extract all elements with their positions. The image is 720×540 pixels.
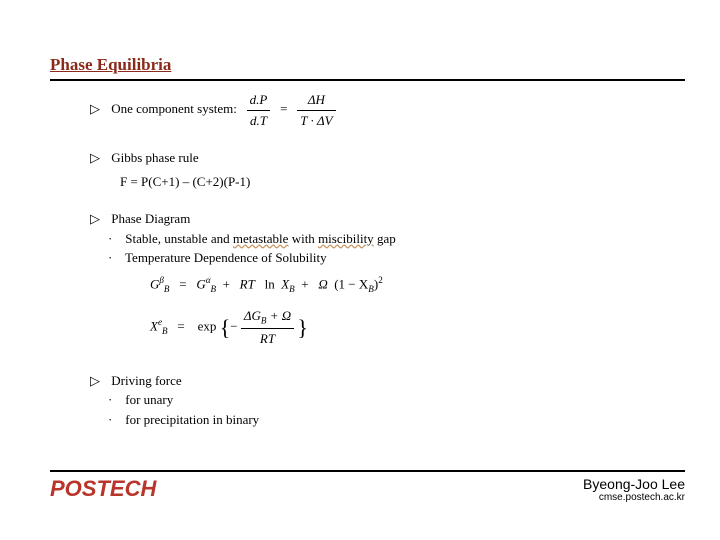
sup: 2 xyxy=(378,275,383,285)
sym: G xyxy=(196,276,205,291)
author-name: Byeong-Joo Lee xyxy=(583,476,685,492)
page-title: Phase Equilibria xyxy=(50,55,171,74)
sym: X xyxy=(150,318,158,333)
content-area: ▷ One component system: d.P d.T = ΔH T ·… xyxy=(90,90,660,447)
fraction-dp-dt: d.P d.T xyxy=(247,90,271,130)
sym: RT xyxy=(240,276,255,291)
footer-rule xyxy=(50,470,685,472)
text: Temperature Dependence of Solubility xyxy=(125,250,327,265)
author-url: cmse.postech.ac.kr xyxy=(583,492,685,503)
postech-logo: POSTECH xyxy=(50,476,156,502)
text-wavy: metastable xyxy=(233,231,289,246)
frac-den: T · ΔV xyxy=(297,111,335,131)
dot-bullet-icon: · xyxy=(108,390,122,410)
dot-bullet-icon: · xyxy=(108,248,122,268)
one-comp-label: One component system: xyxy=(111,101,237,116)
sym: exp xyxy=(198,318,217,333)
sub: B xyxy=(164,283,170,293)
item-gibbs: ▷ Gibbs phase rule F = P(C+1) – (C+2)(P-… xyxy=(90,148,660,191)
text-wavy: miscibility xyxy=(318,231,374,246)
sub: B xyxy=(162,326,168,336)
item-phase-diagram: ▷ Phase Diagram · Stable, unstable and m… xyxy=(90,209,660,349)
sym: X xyxy=(281,276,289,291)
gibbs-formula: F = P(C+1) – (C+2)(P-1) xyxy=(120,172,660,192)
dot-bullet-icon: · xyxy=(108,229,122,249)
frac-den: d.T xyxy=(247,111,271,131)
sub-temp-dep: · Temperature Dependence of Solubility xyxy=(108,248,660,268)
triangle-bullet-icon: ▷ xyxy=(90,209,108,229)
triangle-bullet-icon: ▷ xyxy=(90,371,108,391)
equation-xe: XeB = exp {− ΔGB + Ω RT } xyxy=(150,306,660,349)
sub: B xyxy=(289,283,295,293)
triangle-bullet-icon: ▷ xyxy=(90,99,108,119)
sym: RT xyxy=(260,331,275,346)
text: gap xyxy=(374,231,396,246)
text: with xyxy=(288,231,318,246)
equals: = xyxy=(280,101,287,116)
text: for unary xyxy=(125,392,173,407)
sub-binary: · for precipitation in binary xyxy=(108,410,660,430)
frac-num: d.P xyxy=(247,90,271,111)
text: Stable, unstable and xyxy=(125,231,233,246)
fraction-exp-arg: ΔGB + Ω RT xyxy=(241,306,294,349)
phase-diag-label: Phase Diagram xyxy=(111,211,190,226)
sym: + Ω xyxy=(266,308,291,323)
sym: G xyxy=(150,276,159,291)
sub-stable: · Stable, unstable and metastable with m… xyxy=(108,229,660,249)
sym: ln xyxy=(265,276,275,291)
title-rule xyxy=(50,79,685,81)
sub: B xyxy=(211,283,217,293)
equation-gb: GβB = GαB + RT ln XB + Ω (1 − XB)2 xyxy=(150,274,660,297)
sym: ΔG xyxy=(244,308,261,323)
frac-num: ΔH xyxy=(297,90,335,111)
gibbs-label: Gibbs phase rule xyxy=(111,150,198,165)
sub-unary: · for unary xyxy=(108,390,660,410)
frac-den: RT xyxy=(241,329,294,349)
sym: Ω xyxy=(318,276,327,291)
item-one-component: ▷ One component system: d.P d.T = ΔH T ·… xyxy=(90,90,660,130)
frac-num: ΔGB + Ω xyxy=(241,306,294,329)
sym: (1 − X xyxy=(334,276,368,291)
driving-label: Driving force xyxy=(111,373,181,388)
triangle-bullet-icon: ▷ xyxy=(90,148,108,168)
item-driving-force: ▷ Driving force · for unary · for precip… xyxy=(90,371,660,430)
dot-bullet-icon: · xyxy=(108,410,122,430)
text: for precipitation in binary xyxy=(125,412,259,427)
fraction-dh-tdv: ΔH T · ΔV xyxy=(297,90,335,130)
